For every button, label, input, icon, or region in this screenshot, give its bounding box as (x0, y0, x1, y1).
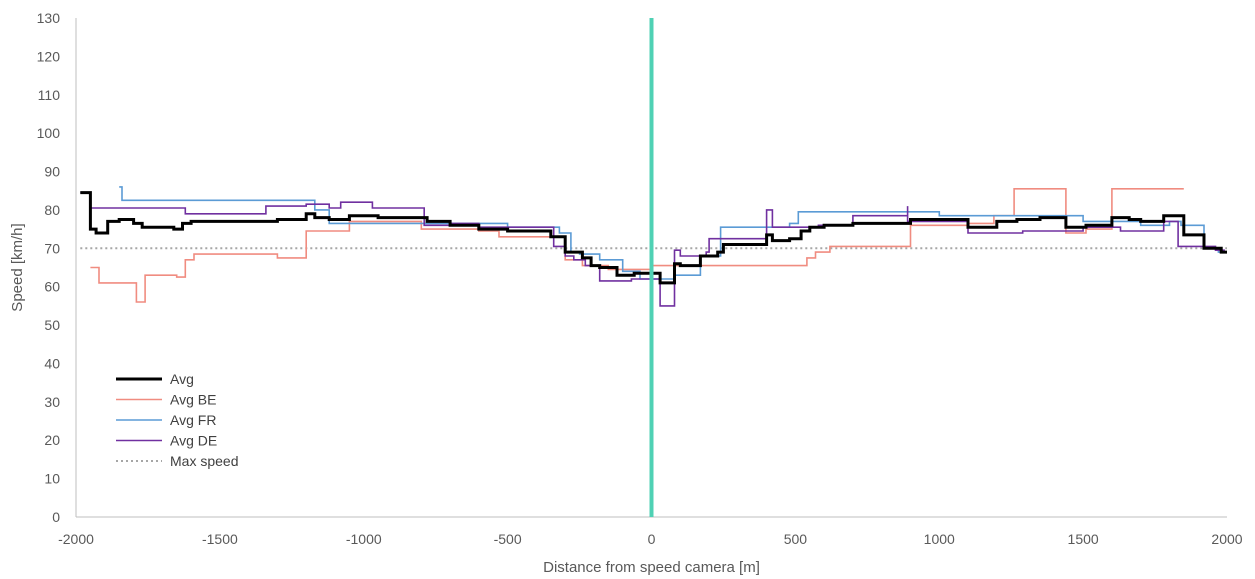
x-tick-label: -1500 (202, 531, 238, 547)
legend-label: Max speed (170, 453, 238, 469)
y-tick-label: 40 (44, 355, 60, 371)
y-tick-label: 20 (44, 432, 60, 448)
x-tick-label: -1000 (346, 531, 382, 547)
x-tick-label: -500 (494, 531, 522, 547)
y-tick-label: 60 (44, 279, 60, 295)
legend: Avg Avg BE Avg FR Avg DE Max speed (116, 371, 238, 469)
x-tick-label: 2000 (1211, 531, 1242, 547)
series-line-avg-be (90, 188, 1184, 303)
y-tick-label: 50 (44, 317, 60, 333)
x-axis-title: Distance from speed camera [m] (543, 559, 760, 576)
legend-label: Avg FR (170, 412, 216, 428)
y-tick-label: 100 (37, 125, 61, 141)
y-tick-label: 0 (52, 509, 60, 525)
x-tick-label: 1500 (1068, 531, 1099, 547)
y-tick-label: 130 (37, 10, 61, 26)
series-line-avg-de (80, 191, 1227, 307)
x-axis-tick-labels: -2000 -1500 -1000 -500 0 500 1000 1500 2000 (58, 531, 1243, 547)
x-tick-label: 500 (784, 531, 808, 547)
legend-label: Avg BE (170, 392, 216, 408)
y-axis-tick-labels: 0 10 20 30 40 50 60 70 80 90 100 110 120 130 (37, 10, 61, 525)
x-tick-label: 1000 (924, 531, 955, 547)
y-tick-label: 90 (44, 164, 60, 180)
y-axis-title: Speed [km/h] (9, 223, 26, 311)
legend-label: Avg DE (170, 433, 217, 449)
legend-label: Avg (170, 371, 194, 387)
y-tick-label: 80 (44, 202, 60, 218)
y-tick-label: 30 (44, 394, 60, 410)
y-tick-label: 120 (37, 48, 61, 64)
y-tick-label: 70 (44, 240, 60, 256)
series-layer (80, 186, 1227, 307)
y-tick-label: 10 (44, 471, 60, 487)
series-line-avg (80, 191, 1227, 285)
y-tick-label: 110 (38, 87, 61, 103)
x-tick-label: -2000 (58, 531, 94, 547)
x-tick-label: 0 (648, 531, 656, 547)
